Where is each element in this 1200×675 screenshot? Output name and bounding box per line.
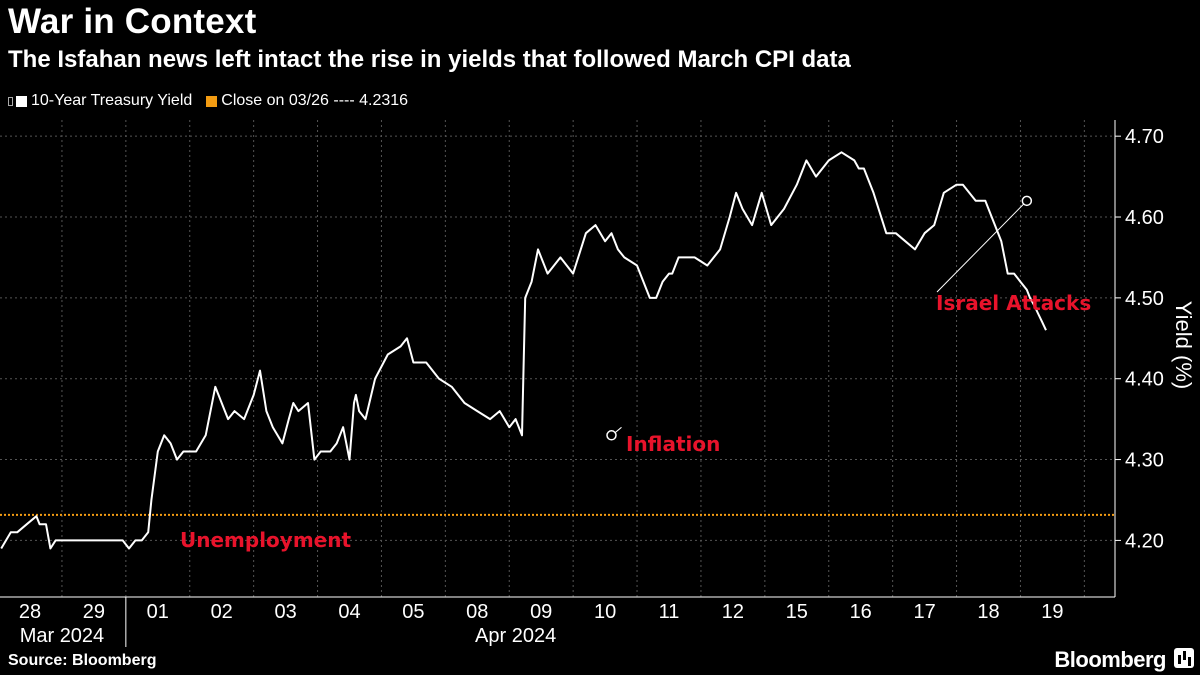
x-tick-label: 09 [530, 601, 552, 623]
x-tick-label: 01 [147, 601, 169, 623]
x-tick-label: 02 [211, 601, 233, 623]
y-tick-label: 4.60 [1125, 207, 1164, 229]
legend-handle-icon [8, 96, 13, 106]
y-tick-label: 4.70 [1125, 126, 1164, 148]
month-label: Apr 2024 [475, 625, 556, 647]
x-tick-label: 11 [659, 601, 680, 623]
y-tick-label: 4.40 [1125, 369, 1164, 391]
annotation-label: Inflation [626, 432, 720, 456]
x-tick-label: 29 [83, 601, 105, 623]
x-tick-label: 16 [850, 601, 872, 623]
chart-subtitle: The Isfahan news left intact the rise in… [8, 46, 851, 73]
annotation-marker [606, 430, 617, 441]
x-tick-label: 28 [19, 601, 41, 623]
legend-label-reference: Close on 03/26 ---- 4.2316 [221, 92, 409, 109]
annotation-leader [615, 426, 622, 433]
x-tick-label: 08 [466, 601, 488, 623]
x-tick-label: 04 [338, 601, 360, 623]
brand-logo-text: Bloomberg [1054, 647, 1166, 672]
source-note: Source: Bloomberg [8, 652, 157, 669]
x-tick-label: 17 [913, 601, 935, 623]
y-tick-label: 4.30 [1125, 450, 1164, 472]
x-tick-label: 05 [402, 601, 424, 623]
x-tick-label: 10 [594, 601, 616, 623]
legend-swatch-reference [206, 95, 218, 107]
legend-item-yield[interactable]: 10-Year Treasury Yield [8, 92, 192, 110]
legend-item-reference[interactable]: Close on 03/26 ---- 4.2316 [206, 92, 408, 110]
annotation-marker [1021, 195, 1033, 207]
legend: 10-Year Treasury Yield Close on 03/26 --… [8, 92, 422, 110]
x-tick-label: 15 [786, 601, 808, 623]
y-tick-label: 4.50 [1125, 288, 1164, 310]
x-tick-label: 12 [722, 601, 744, 623]
annotation-leader [936, 203, 1025, 293]
annotation-label: Israel Attacks [936, 291, 1091, 315]
x-tick-label: 03 [274, 601, 296, 623]
x-tick-label: 19 [1041, 601, 1063, 623]
annotation-label: Unemployment [180, 528, 351, 552]
series-line-yield [0, 151, 1047, 550]
bloomberg-chart-icon [1174, 648, 1194, 668]
y-axis-label: Yield (%) [1171, 301, 1196, 389]
y-tick-label: 4.20 [1125, 530, 1164, 552]
x-tick-label: 18 [977, 601, 999, 623]
legend-swatch-yield [16, 95, 27, 107]
month-label: Mar 2024 [20, 625, 105, 647]
chart-title: War in Context [8, 2, 257, 41]
legend-label-yield: 10-Year Treasury Yield [31, 92, 193, 109]
